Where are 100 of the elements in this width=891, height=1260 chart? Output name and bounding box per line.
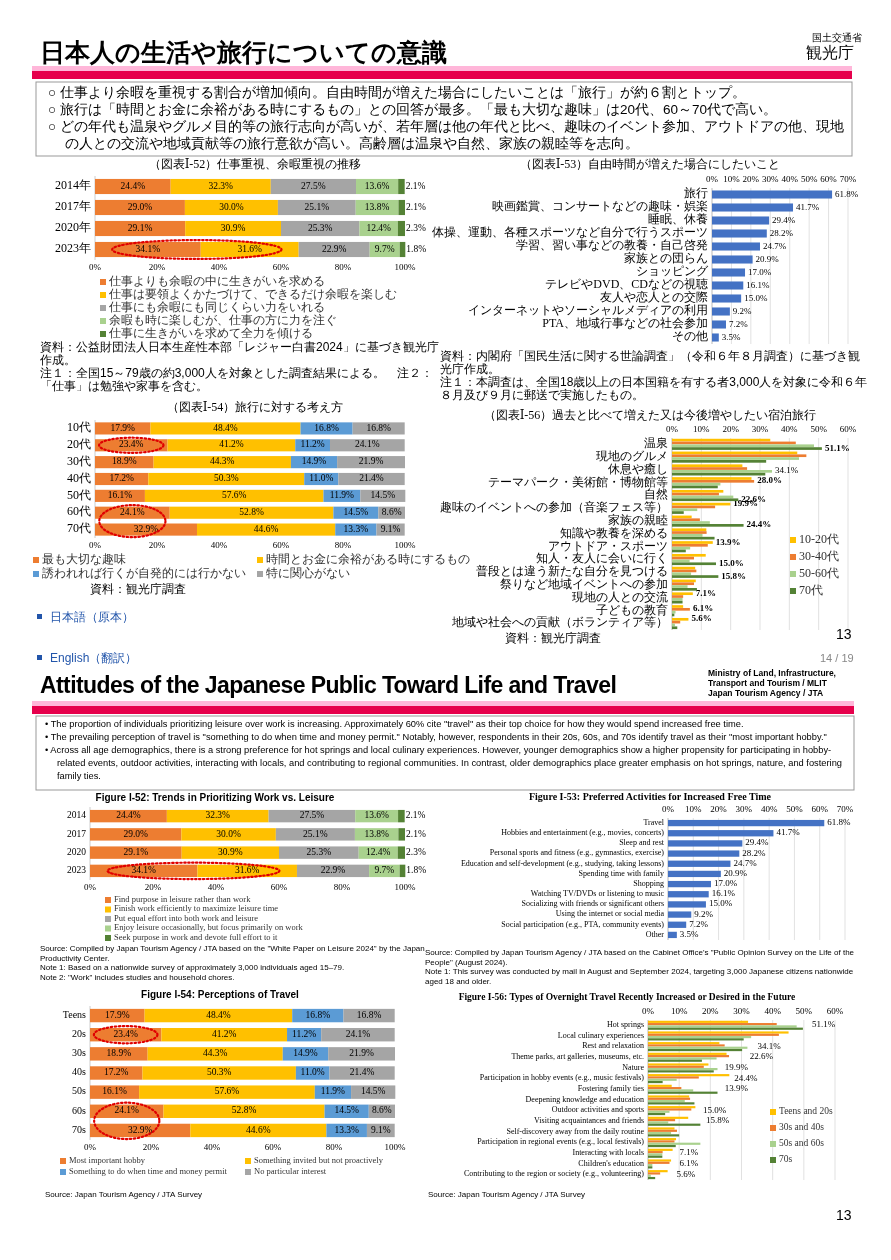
- bar: [672, 467, 748, 470]
- y-tick-label: Outdoor activities and sports: [551, 1105, 644, 1115]
- bar: [397, 846, 405, 859]
- data-label: 3.5%: [679, 928, 700, 939]
- y-tick-label: Participation in regional events (e.g., local festivals): [477, 1137, 645, 1147]
- y-tick-label: Participation in hobby events (e.g., music festivals): [479, 1073, 645, 1083]
- legend-label: Something invited but not proactively: [254, 1154, 384, 1165]
- text: 13: [836, 1207, 852, 1223]
- bar: [648, 1036, 752, 1039]
- x-tick-label: 60%: [826, 1006, 844, 1017]
- annotation: 5.6%: [676, 1168, 696, 1179]
- x-tick-label: 40%: [781, 424, 799, 435]
- y-tick-label: 温泉: [644, 436, 668, 451]
- x-tick-label: 0%: [706, 174, 719, 185]
- data-label: 24.7%: [762, 240, 787, 251]
- bar: [648, 1033, 779, 1036]
- x-tick-label: 100%: [394, 882, 416, 893]
- annotation: 7.1%: [679, 1147, 699, 1158]
- x-tick-label: 30%: [762, 174, 780, 185]
- data-label: 52.8%: [239, 506, 264, 517]
- bar: [648, 1121, 669, 1124]
- data-label: 14.5%: [360, 1086, 386, 1097]
- y-tick-label: ショッピング: [636, 264, 709, 279]
- y-tick-label: Fostering family ties: [577, 1084, 644, 1094]
- bar: [712, 333, 719, 342]
- y-tick-label: 70s: [72, 1123, 87, 1135]
- x-tick-label: 80%: [333, 882, 351, 893]
- y-tick-label: 2017: [67, 828, 87, 839]
- bar: [144, 1008, 293, 1023]
- text: 資料：観光庁調査: [505, 631, 601, 645]
- y-tick-label: 体操、運動、各種スポーツなど自分で行うスポーツ: [432, 225, 708, 240]
- source-note: Source: Compiled by Japan Tourism Agency / JTA based on the "White Paper on Leisure 2024" by the Japan Productivity Center.: [40, 944, 425, 963]
- data-label: 2.1%: [406, 828, 426, 839]
- bar: [672, 460, 767, 463]
- data-label: 13.3%: [343, 523, 369, 534]
- x-tick-label: 0%: [84, 882, 97, 893]
- legend-label: Seek purpose in work and devote full effort to it: [114, 931, 279, 942]
- y-tick-label: Education and self-development (e.g., studying, taking lessons): [460, 858, 665, 868]
- text: 注１：全国15～79歳の約3,000人を対象とした調査結果による。 注２：「仕事」は勉強や家事を含む。: [40, 366, 434, 393]
- bar: [668, 830, 774, 837]
- data-label: 48.4%: [206, 1009, 231, 1020]
- data-label: 24.7%: [733, 857, 758, 868]
- data-label: 2.3%: [406, 846, 426, 857]
- x-tick-label: 0%: [666, 424, 679, 435]
- legend-label: 仕事は要領よくかたづけて、できるだけ余暇を楽しむ: [108, 286, 397, 301]
- data-label: 13.6%: [364, 180, 390, 191]
- x-tick-label: 80%: [334, 540, 352, 551]
- annotation: 6.1%: [679, 1158, 699, 1169]
- chart-title: Figure I-56: Types of Overnight Travel Recently Increased or Desired in the Future: [458, 992, 796, 1003]
- x-tick-label: 20%: [702, 1006, 720, 1017]
- y-tick-label: Travel: [643, 817, 665, 827]
- bar: [139, 1085, 315, 1099]
- y-tick-label: Social participation (e.g., PTA, community events): [501, 919, 665, 929]
- data-label: 16.8%: [366, 422, 391, 433]
- bar: [648, 1084, 672, 1087]
- annotation: 51.1%: [812, 1019, 836, 1030]
- data-label: 44.6%: [253, 523, 279, 534]
- data-label: 24.4%: [746, 519, 772, 530]
- x-tick-label: 100%: [384, 1142, 406, 1153]
- data-label: 20.9%: [723, 867, 748, 878]
- legend-label: Find purpose in leisure rather than work: [114, 893, 252, 904]
- legend-label: 10-20代: [799, 531, 839, 546]
- x-tick-label: 80%: [334, 262, 352, 273]
- x-tick-label: 20%: [148, 540, 166, 551]
- bar: [672, 444, 814, 448]
- text: ○ 仕事より余暇を重視する割合が増加傾向。自由時間が増えた場合にしたいことは「旅行」が約６割とトップ。: [48, 84, 747, 101]
- bar: [672, 562, 716, 566]
- bar: [712, 216, 770, 225]
- data-label: 23.4%: [119, 439, 144, 450]
- y-tick-label: Children's education: [578, 1158, 644, 1168]
- bar: [648, 1065, 704, 1068]
- x-tick-label: 10%: [693, 424, 711, 435]
- data-label: 5.6%: [691, 613, 712, 624]
- chart-title: （図表Ⅰ-52）仕事重視、余暇重視の推移: [148, 156, 362, 171]
- x-tick-label: 60%: [270, 882, 288, 893]
- data-label: 29.1%: [123, 846, 149, 857]
- data-label: 21.9%: [358, 456, 384, 467]
- data-label: 16.1%: [107, 490, 133, 501]
- data-label: 2.3%: [406, 222, 426, 233]
- bar: [712, 281, 744, 290]
- y-tick-label: 2023年: [55, 241, 91, 256]
- legend-label: 仕事よりも余暇の中に生きがいを求める: [108, 273, 325, 288]
- bar: [668, 850, 740, 857]
- y-tick-label: Deepening knowledge and education: [525, 1094, 644, 1104]
- data-label: 11.9%: [329, 490, 355, 501]
- x-tick-label: 70%: [836, 804, 854, 815]
- y-tick-label: 睡眠、休養: [648, 212, 708, 227]
- bar: [672, 541, 713, 544]
- x-tick-label: 50%: [795, 1006, 813, 1017]
- text: 観光庁: [806, 43, 854, 63]
- text: 14 / 19: [820, 652, 854, 664]
- y-tick-label: 2020年: [55, 220, 91, 235]
- data-label: 22.9%: [321, 243, 347, 254]
- annotation: 19.9%: [724, 1062, 749, 1073]
- bar: [648, 1025, 797, 1028]
- bar: [672, 508, 698, 512]
- data-label: 17.0%: [713, 878, 738, 889]
- bar: [398, 809, 405, 823]
- legend-label: Something to do when time and money permit: [69, 1165, 228, 1176]
- bar: [672, 521, 710, 524]
